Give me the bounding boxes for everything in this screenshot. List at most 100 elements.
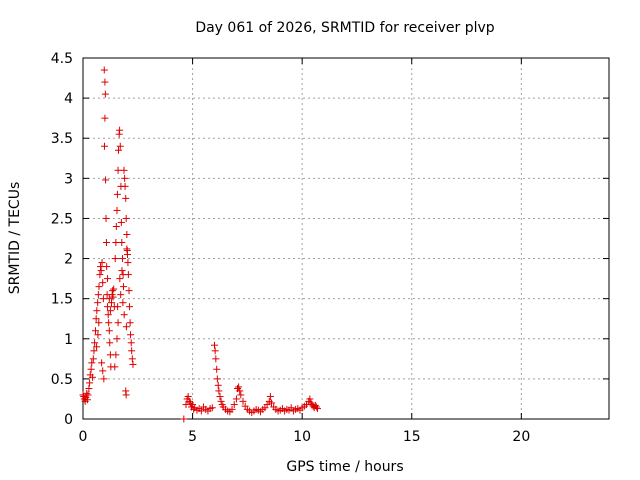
data-point <box>113 190 121 198</box>
data-point <box>104 275 112 283</box>
data-point <box>90 347 98 355</box>
data-point <box>312 403 320 411</box>
data-point <box>97 263 105 271</box>
data-point <box>121 182 129 190</box>
data-point <box>107 299 115 307</box>
data-point <box>91 339 99 347</box>
data-point <box>120 311 128 319</box>
x-tick-label: 5 <box>188 429 197 445</box>
data-point <box>216 393 224 401</box>
data-point <box>86 379 94 387</box>
data-point <box>217 397 225 405</box>
data-point <box>85 385 93 393</box>
data-point <box>120 166 128 174</box>
data-point <box>95 283 103 291</box>
data-point <box>211 347 219 355</box>
x-tick-label: 20 <box>512 429 530 445</box>
data-point <box>117 291 125 299</box>
data-point <box>213 365 221 373</box>
data-point <box>92 315 100 323</box>
data-point <box>116 142 124 150</box>
data-point <box>239 397 247 405</box>
data-point <box>123 251 131 259</box>
data-point <box>180 415 188 423</box>
data-point <box>99 279 107 287</box>
x-axis: 0 5 10 15 20 <box>79 58 530 445</box>
data-point <box>95 319 103 327</box>
grid <box>83 58 609 419</box>
data-point <box>214 381 222 389</box>
data-point <box>122 391 130 399</box>
data-point <box>120 283 128 291</box>
data-point <box>306 395 314 403</box>
data-point <box>125 303 133 311</box>
data-point <box>118 239 126 247</box>
y-axis: 0 0.5 1 1.5 2 2.5 3 3.5 4 4.5 <box>51 51 609 428</box>
data-point <box>127 339 135 347</box>
data-point <box>314 405 322 413</box>
y-tick-label: 0.5 <box>51 372 73 388</box>
data-point <box>98 259 106 267</box>
data-point <box>102 239 110 247</box>
data-point <box>88 373 96 381</box>
data-point <box>94 291 102 299</box>
data-point <box>213 375 221 383</box>
data-point <box>124 259 132 267</box>
data-points <box>79 66 322 423</box>
plot-area-frame <box>82 57 610 420</box>
x-tick-label: 10 <box>293 429 311 445</box>
data-point <box>94 299 102 307</box>
data-point <box>129 360 137 368</box>
data-point <box>100 66 108 74</box>
data-point <box>127 331 135 339</box>
data-point <box>122 214 130 222</box>
data-point <box>118 267 126 275</box>
data-point <box>106 339 114 347</box>
data-point <box>110 285 118 293</box>
data-point <box>182 401 190 409</box>
data-point <box>93 343 101 351</box>
y-tick-label: 2 <box>64 252 73 268</box>
data-point <box>212 355 220 363</box>
y-tick-label: 1 <box>64 332 73 348</box>
data-point <box>109 293 117 301</box>
data-point <box>109 287 117 295</box>
data-point <box>125 287 133 295</box>
data-point <box>105 295 113 303</box>
data-point <box>88 359 96 367</box>
data-point <box>124 271 132 279</box>
data-point <box>114 319 122 327</box>
data-point <box>115 146 123 154</box>
data-point <box>93 307 101 315</box>
data-point <box>112 222 120 230</box>
data-point <box>105 327 113 335</box>
data-point <box>197 407 205 415</box>
data-point <box>97 267 105 275</box>
data-point <box>114 166 122 174</box>
data-point <box>100 142 108 150</box>
data-point <box>99 367 107 375</box>
data-point <box>121 174 129 182</box>
data-point <box>111 363 119 371</box>
data-point <box>102 214 110 222</box>
data-point <box>106 307 114 315</box>
data-point <box>111 255 119 263</box>
data-point <box>118 255 126 263</box>
data-point <box>104 303 112 311</box>
data-point <box>185 397 193 405</box>
data-point <box>123 245 131 253</box>
data-point <box>211 341 218 349</box>
data-point <box>84 391 92 399</box>
data-point <box>128 355 136 363</box>
y-tick-label: 3.5 <box>51 131 73 147</box>
y-tick-label: 0 <box>64 412 73 428</box>
data-point <box>266 393 274 401</box>
data-point <box>101 78 109 86</box>
data-point <box>184 393 192 401</box>
data-point <box>116 275 124 283</box>
data-point <box>91 327 99 335</box>
data-point <box>114 303 122 311</box>
data-point <box>228 405 236 413</box>
data-point <box>89 355 97 363</box>
